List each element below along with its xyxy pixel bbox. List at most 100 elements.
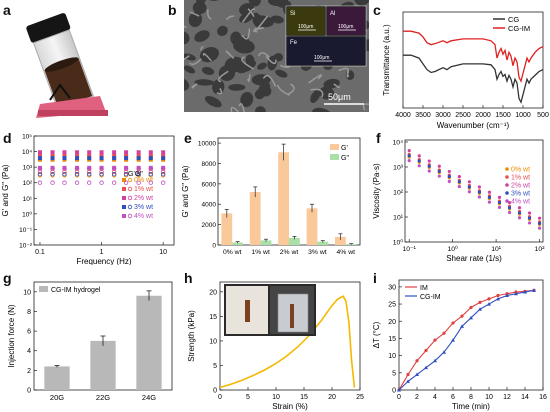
x-tick-label: 2% wt bbox=[280, 249, 299, 256]
modulus-bar-chart: 0 2000 4000 6000 8000 10000 G' and G" (Pa) 0% w… bbox=[181, 137, 361, 256]
series-line-im bbox=[398, 289, 535, 391]
gprime-point bbox=[62, 153, 67, 158]
legend-swatch bbox=[505, 191, 509, 195]
legend-swatch bbox=[127, 186, 133, 192]
viscosity-point bbox=[477, 185, 481, 189]
series-line-cg-im bbox=[398, 289, 535, 391]
gprime-point bbox=[62, 156, 67, 161]
gprime-point bbox=[75, 165, 80, 170]
data-point bbox=[469, 315, 473, 320]
legend-label: CG bbox=[508, 15, 519, 24]
inset-label-si: Si bbox=[290, 11, 295, 17]
x-tick-label: 10² bbox=[535, 246, 546, 253]
gprime-point bbox=[87, 165, 92, 170]
legend-swatch bbox=[122, 214, 126, 218]
gdoubleprime-point bbox=[111, 169, 117, 175]
legend-swatch bbox=[505, 167, 509, 171]
viscosity-point bbox=[417, 154, 421, 158]
x-tick-label: 1% wt bbox=[251, 249, 270, 256]
x-tick-label: 24G bbox=[142, 393, 156, 402]
gprime-point bbox=[99, 165, 104, 170]
viscosity-point bbox=[477, 195, 481, 199]
data-point bbox=[415, 372, 419, 377]
x-tick-label: 20 bbox=[328, 394, 336, 401]
y-tick-label: 10⁻¹ bbox=[19, 227, 33, 234]
x-tick-label: 12 bbox=[503, 394, 511, 401]
y-tick-label: 2000 bbox=[202, 222, 217, 229]
y-tick-label: 0 bbox=[212, 243, 216, 250]
bar bbox=[136, 295, 162, 390]
x-tick-label: 4% wt bbox=[337, 249, 356, 256]
scale-bar-label: 50μm bbox=[328, 92, 351, 102]
gprime-point bbox=[87, 150, 92, 155]
gdoubleprime-point bbox=[50, 180, 55, 185]
gprime-point bbox=[136, 153, 141, 158]
x-tick-label: 0 bbox=[218, 394, 222, 401]
data-point bbox=[442, 350, 446, 354]
x-tick-label: 6 bbox=[451, 394, 455, 401]
panel-label: g bbox=[3, 270, 12, 286]
gprime-point bbox=[50, 165, 55, 170]
gprime-point bbox=[112, 153, 117, 158]
data-point bbox=[406, 372, 410, 377]
viscosity-point bbox=[457, 180, 461, 184]
legend-label: 1% wt bbox=[511, 175, 530, 182]
data-point bbox=[460, 314, 464, 318]
inset-scale-fe: 100μm bbox=[314, 55, 329, 61]
viscosity-point bbox=[497, 200, 502, 205]
x-tick-label: 10⁰ bbox=[448, 245, 459, 253]
viscosity-point bbox=[497, 195, 502, 199]
data-point bbox=[442, 331, 446, 335]
x-axis-label: Frequency (Hz) bbox=[76, 257, 131, 265]
y-tick-label: 20 bbox=[209, 289, 217, 296]
data-point bbox=[505, 293, 509, 297]
gprime-point bbox=[50, 156, 55, 161]
panel-label: a bbox=[3, 2, 11, 18]
x-axis-label: Shear rate (1/s) bbox=[446, 254, 502, 263]
plot-frame bbox=[404, 139, 544, 243]
strain-strength-chart: 0 5 10 15 20 25 0 5 10 15 20 Strain (%) Strength (kP… bbox=[187, 281, 364, 411]
viscosity-point bbox=[527, 211, 532, 215]
viscosity-point bbox=[467, 185, 471, 189]
gdoubleprime-point bbox=[37, 180, 43, 185]
viscosity-point bbox=[517, 206, 522, 210]
viscosity-point bbox=[517, 211, 522, 215]
plot-frame bbox=[402, 11, 544, 109]
legend-swatch bbox=[505, 175, 509, 179]
gdoubleprime-point bbox=[123, 172, 129, 177]
data-point bbox=[460, 324, 464, 328]
x-tick-label: 0 bbox=[397, 394, 401, 401]
y-tick-label: 10 bbox=[388, 353, 396, 360]
viscosity-point bbox=[537, 216, 542, 220]
legend-label: 0% wt bbox=[134, 177, 153, 184]
data-point bbox=[532, 288, 536, 292]
data-point bbox=[433, 338, 437, 342]
legend-swatch bbox=[330, 144, 339, 150]
legend-swatch bbox=[330, 154, 339, 160]
data-point bbox=[478, 300, 482, 304]
gprime-point bbox=[124, 153, 129, 158]
temperature-time-chart: 0 2 4 6 8 10 12 14 16 0 5 10 15 20 25 30 Time (min) ΔT (°… bbox=[372, 279, 547, 411]
viscosity-point bbox=[427, 159, 431, 163]
gdoubleprime-point bbox=[111, 180, 117, 185]
gdoubleprime-point bbox=[160, 172, 166, 177]
y-tick-label: 10⁻² bbox=[19, 243, 33, 250]
bar-gdoubleprime bbox=[260, 240, 272, 245]
viscosity-point bbox=[487, 195, 492, 199]
plot-frame bbox=[33, 135, 175, 246]
y-tick-label: 4000 bbox=[202, 202, 217, 209]
x-tick-label: 14 bbox=[521, 394, 529, 401]
gprime-point bbox=[99, 156, 104, 161]
viscosity-point bbox=[427, 164, 431, 168]
legend-swatch bbox=[505, 199, 509, 203]
gprime-point bbox=[75, 150, 80, 155]
y-tick-label: 8000 bbox=[202, 161, 217, 168]
y-axis-label: G' and G" (Pa) bbox=[181, 165, 190, 217]
vial-photo bbox=[26, 13, 108, 118]
legend-label: CG-IM hydrogel bbox=[51, 287, 101, 294]
gdoubleprime-point bbox=[50, 169, 55, 175]
gprime-point bbox=[161, 165, 166, 170]
gprime-point bbox=[75, 156, 80, 161]
legend-label: CG-IM bbox=[420, 294, 441, 301]
x-tick-label: 4000 bbox=[395, 112, 411, 119]
